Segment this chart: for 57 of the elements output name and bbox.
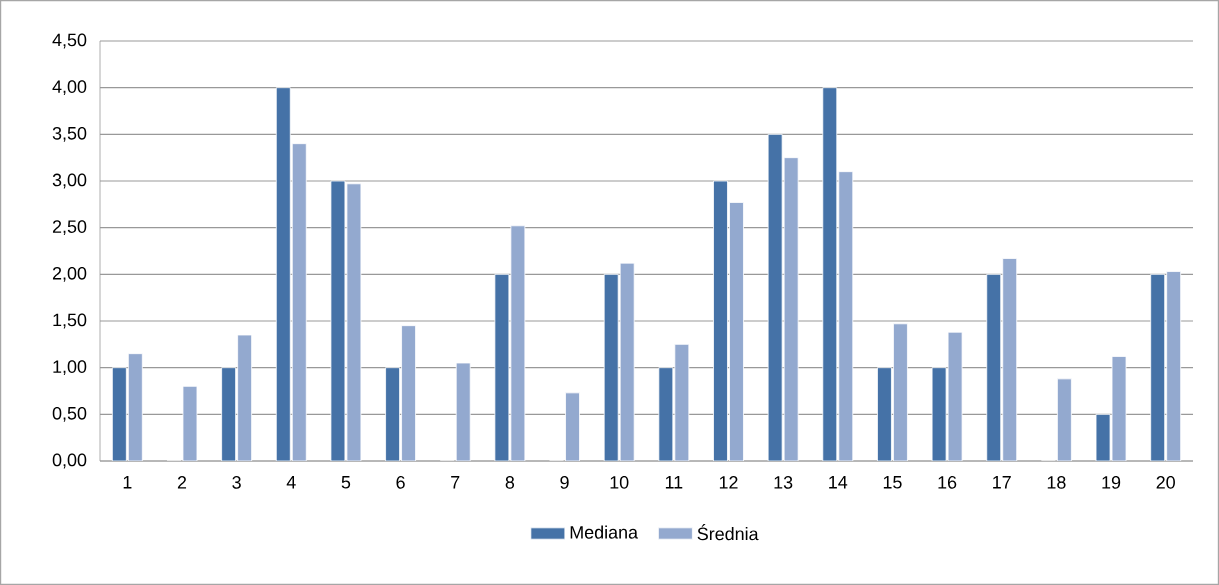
bar	[385, 367, 400, 461]
x-tick-label: 2	[177, 476, 187, 489]
x-tick-label: 13	[774, 476, 793, 489]
legend-label: Mediana	[570, 525, 639, 539]
x-tick-label: 1	[123, 476, 132, 489]
bar	[877, 367, 892, 461]
x-tick-label: 18	[1047, 476, 1066, 489]
x-tick-label: 17	[993, 476, 1011, 489]
bar	[111, 367, 127, 461]
x-tick-label: 12	[719, 476, 738, 489]
bar	[822, 87, 838, 461]
bar	[1150, 273, 1166, 461]
y-tick-label: 3,50	[52, 126, 87, 142]
x-tick-label: 9	[560, 476, 569, 489]
y-tick-label: 2,00	[52, 266, 87, 282]
bar	[619, 262, 635, 461]
x-tick-label: 8	[505, 476, 515, 489]
bar	[291, 143, 307, 461]
y-tick-label: 1,00	[53, 360, 87, 376]
y-tick-label: 2,50	[52, 220, 87, 236]
bar	[674, 343, 690, 461]
bar	[603, 273, 619, 461]
legend-label: Średnia	[697, 523, 759, 541]
x-tick-label: 19	[1102, 476, 1121, 489]
bar	[1002, 258, 1018, 461]
bar	[838, 171, 854, 461]
bar	[1166, 271, 1182, 461]
bar	[455, 362, 471, 461]
bar	[237, 334, 253, 461]
x-tick-label: 7	[451, 476, 460, 489]
x-tick-label: 20	[1156, 476, 1175, 489]
y-tick-label: 4,50	[52, 33, 87, 49]
x-tick-label: 15	[883, 476, 902, 489]
x-tick-label: 5	[341, 476, 351, 489]
x-tick-label: 6	[396, 476, 405, 489]
bar	[658, 367, 674, 461]
y-tick-label: 0,50	[52, 406, 87, 422]
bar	[127, 353, 143, 461]
bar	[275, 87, 291, 461]
bar	[713, 180, 728, 461]
x-tick-label: 16	[938, 476, 957, 489]
x-tick-label: 14	[829, 476, 848, 489]
bar	[401, 325, 416, 461]
x-tick-label: 4	[286, 476, 296, 489]
x-tick-label: 11	[665, 476, 683, 489]
bar	[565, 392, 580, 461]
y-tick-label: 4,00	[52, 80, 87, 96]
bar	[221, 367, 237, 461]
x-tick-label: 10	[610, 476, 629, 489]
bar	[729, 202, 744, 461]
bar	[893, 323, 908, 461]
y-tick-label: 1,50	[53, 313, 87, 329]
bar	[986, 273, 1002, 461]
y-tick-label: 3,00	[52, 173, 87, 189]
bar	[1056, 378, 1072, 461]
x-tick-label: 3	[232, 476, 241, 489]
y-tick-label: 0,00	[52, 453, 87, 469]
